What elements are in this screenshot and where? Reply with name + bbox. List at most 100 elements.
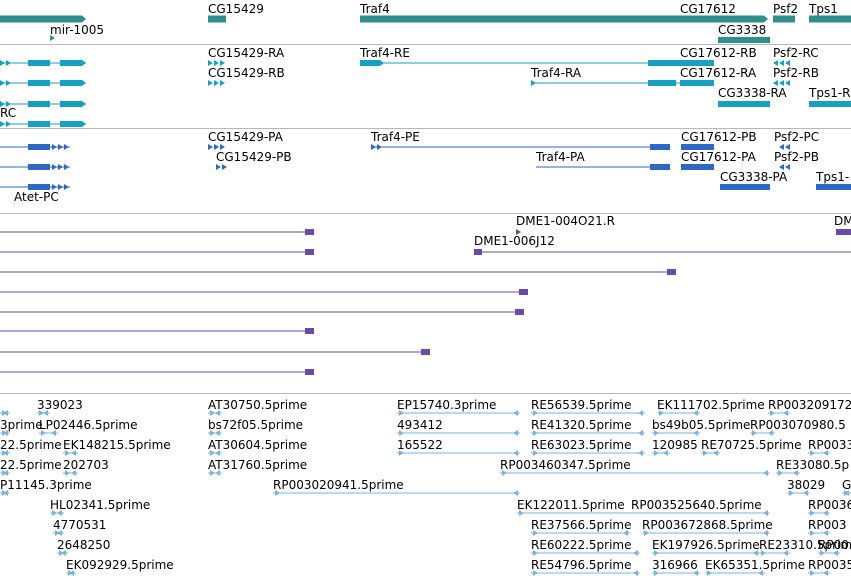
- est-glyph[interactable]: [693, 570, 698, 576]
- est-label[interactable]: RE23310.5prime: [759, 538, 851, 552]
- transcript-label[interactable]: CG17612-RB: [680, 46, 757, 60]
- transcript-label[interactable]: CG17612-RA: [680, 66, 757, 80]
- gene-label[interactable]: CG15429: [208, 2, 264, 16]
- est-label[interactable]: EK111702.5prime: [657, 398, 765, 412]
- gene-glyph[interactable]: [0, 15, 86, 23]
- transcript-exon[interactable]: [28, 101, 50, 107]
- protein-label[interactable]: CG17612-PA: [681, 150, 756, 164]
- clone-end[interactable]: [667, 269, 676, 275]
- transcript-exon[interactable]: [28, 121, 50, 127]
- protein-glyph[interactable]: [371, 144, 376, 150]
- protein-label[interactable]: Tps1-: [816, 170, 850, 184]
- est-glyph[interactable]: [533, 550, 538, 556]
- est-label[interactable]: RP0035: [808, 558, 851, 572]
- est-glyph[interactable]: [210, 430, 215, 436]
- gene-glyph[interactable]: [360, 15, 680, 23]
- protein-exon[interactable]: [28, 184, 50, 190]
- clone-label[interactable]: DME1-004O21.R: [516, 214, 615, 228]
- est-glyph[interactable]: [513, 410, 518, 416]
- protein-label[interactable]: Psf2-PC: [774, 130, 820, 144]
- est-glyph[interactable]: [41, 430, 46, 436]
- est-glyph[interactable]: [693, 430, 698, 436]
- est-glyph[interactable]: [823, 570, 828, 576]
- protein-label[interactable]: CG17612-PB: [681, 130, 757, 144]
- est-glyph[interactable]: [52, 510, 57, 516]
- gene-label[interactable]: CG3338: [718, 23, 767, 37]
- transcript-exon[interactable]: [28, 60, 50, 66]
- est-label[interactable]: 4770531: [53, 518, 107, 532]
- est-label[interactable]: LP02446.5prime: [39, 418, 138, 432]
- est-label[interactable]: RE56539.5prime: [531, 398, 632, 412]
- est-label[interactable]: EP15740.3prime: [397, 398, 497, 412]
- est-glyph[interactable]: [693, 410, 698, 416]
- est-glyph[interactable]: [763, 470, 768, 476]
- est-glyph[interactable]: [810, 570, 815, 576]
- protein-exon[interactable]: [816, 184, 851, 190]
- est-glyph[interactable]: [57, 510, 62, 516]
- est-label[interactable]: RP003672868.5prime: [642, 518, 773, 532]
- est-glyph[interactable]: [65, 450, 70, 456]
- clone-label[interactable]: DME1-006J12: [474, 234, 555, 248]
- est-glyph[interactable]: [71, 450, 76, 456]
- est-glyph[interactable]: [215, 470, 220, 476]
- est-glyph[interactable]: [707, 570, 712, 576]
- gene-label[interactable]: Tps1: [809, 2, 838, 16]
- transcript-glyph[interactable]: [785, 60, 790, 66]
- gene-glyph[interactable]: [773, 15, 795, 23]
- transcript-glyph[interactable]: [6, 121, 11, 127]
- transcript-glyph[interactable]: [6, 80, 11, 86]
- protein-exon[interactable]: [681, 144, 714, 150]
- est-glyph[interactable]: [803, 490, 808, 496]
- transcript-exon[interactable]: [28, 80, 50, 86]
- protein-exon[interactable]: [28, 144, 50, 150]
- est-glyph[interactable]: [654, 570, 659, 576]
- est-glyph[interactable]: [513, 430, 518, 436]
- protein-label[interactable]: CG15429-PA: [208, 130, 283, 144]
- clone-end[interactable]: [305, 328, 314, 334]
- est-label[interactable]: RP00: [818, 538, 849, 552]
- est-glyph[interactable]: [3, 450, 8, 456]
- protein-exon[interactable]: [681, 164, 714, 170]
- transcript-label[interactable]: CG15429-RA: [208, 46, 285, 60]
- est-glyph[interactable]: [61, 550, 66, 556]
- clone-label[interactable]: DM: [834, 214, 851, 228]
- transcript-label[interactable]: Tps1-R: [809, 86, 851, 100]
- est-label[interactable]: RE41320.5prime: [531, 418, 632, 432]
- transcript-glyph[interactable]: [779, 80, 784, 86]
- est-label[interactable]: RP003020941.5prime: [273, 478, 404, 492]
- protein-glyph[interactable]: [208, 144, 213, 150]
- transcript-glyph[interactable]: [0, 121, 5, 127]
- est-label[interactable]: RP003525640.5prime: [631, 498, 762, 512]
- est-glyph[interactable]: [752, 430, 757, 436]
- est-glyph[interactable]: [210, 410, 215, 416]
- est-label[interactable]: RE54796.5prime: [531, 558, 632, 572]
- protein-glyph[interactable]: [220, 144, 225, 150]
- est-glyph[interactable]: [654, 550, 659, 556]
- est-glyph[interactable]: [399, 450, 404, 456]
- transcript-label[interactable]: Traf4-RA: [531, 66, 582, 80]
- est-label[interactable]: 22.5prime: [0, 438, 62, 452]
- est-label[interactable]: 493412: [397, 418, 443, 432]
- est-label[interactable]: RP003: [808, 518, 847, 532]
- protein-glyph[interactable]: [222, 164, 227, 170]
- est-label[interactable]: 339023: [37, 398, 83, 412]
- est-glyph[interactable]: [703, 450, 708, 456]
- est-glyph[interactable]: [770, 410, 775, 416]
- gene-glyph[interactable]: [50, 35, 55, 41]
- est-glyph[interactable]: [3, 490, 8, 496]
- protein-exon[interactable]: [650, 144, 670, 150]
- protein-label[interactable]: Atet-PC: [14, 190, 59, 204]
- transcript-exon[interactable]: [809, 101, 851, 107]
- protein-label[interactable]: Traf4-PA: [536, 150, 585, 164]
- est-glyph[interactable]: [810, 450, 815, 456]
- transcript-glyph[interactable]: [220, 60, 225, 66]
- gene-glyph[interactable]: [718, 37, 770, 43]
- protein-exon[interactable]: [28, 164, 50, 170]
- est-label[interactable]: AT30604.5prime: [208, 438, 308, 452]
- protein-glyph[interactable]: [216, 164, 221, 170]
- est-label[interactable]: AT30750.5prime: [208, 398, 308, 412]
- est-glyph[interactable]: [638, 450, 643, 456]
- protein-label[interactable]: Psf2-PB: [774, 150, 819, 164]
- est-glyph[interactable]: [633, 570, 638, 576]
